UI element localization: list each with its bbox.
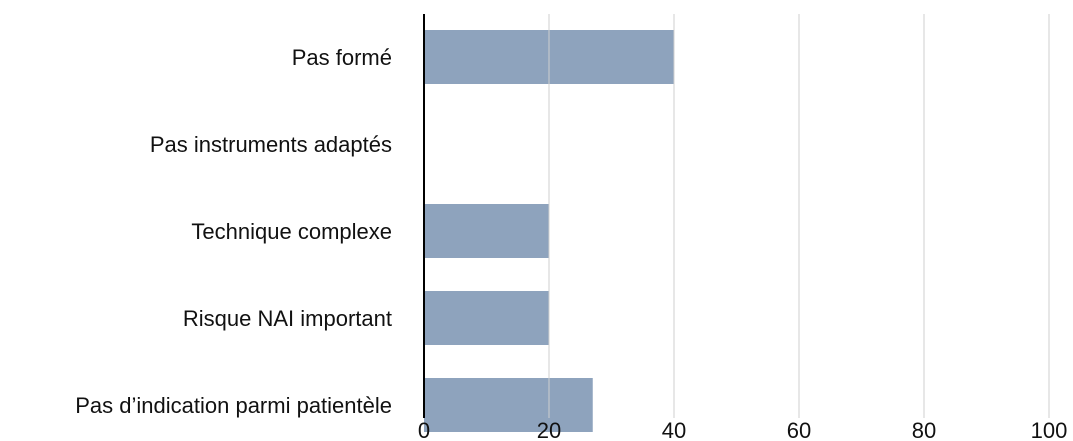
category-label-0: Pas formé [292, 45, 392, 70]
x-tick-label-2: 40 [662, 418, 686, 441]
category-label-2: Technique complexe [191, 219, 392, 244]
category-label-3: Risque NAI important [183, 306, 392, 331]
x-tick-label-0: 0 [418, 418, 430, 441]
x-tick-label-5: 100 [1031, 418, 1068, 441]
x-tick-label-1: 20 [537, 418, 561, 441]
x-tick-label-4: 80 [912, 418, 936, 441]
bar-2 [424, 204, 549, 258]
bar-4 [424, 378, 593, 432]
category-label-4: Pas d’indication parmi patientèle [75, 393, 392, 418]
category-labels: Pas formé Pas instruments adaptés Techniqu… [75, 45, 392, 418]
x-tick-labels: 0 20 40 60 80 100 [418, 418, 1067, 441]
grid-lines [548, 14, 1050, 418]
x-tick-label-3: 60 [787, 418, 811, 441]
bar-3 [424, 291, 549, 345]
category-label-1: Pas instruments adaptés [150, 132, 392, 157]
